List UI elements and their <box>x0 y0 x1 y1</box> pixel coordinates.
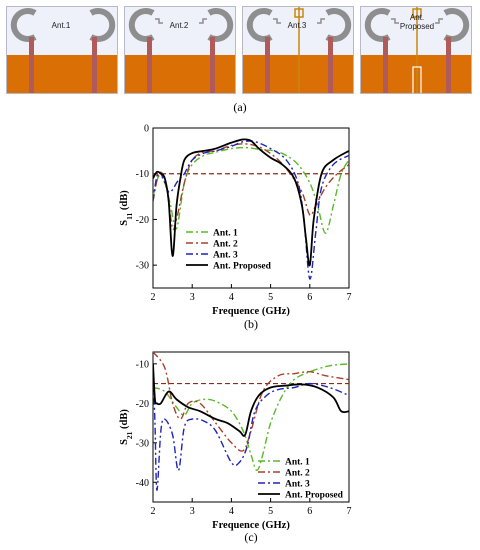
x-tick-label: 4 <box>229 292 234 303</box>
y-axis-title: S21 (dB) <box>119 409 134 445</box>
series-line <box>153 352 349 452</box>
legend-label: Ant. 3 <box>213 251 238 261</box>
antenna-label: Ant. Proposed <box>399 13 435 31</box>
x-tick-label: 2 <box>151 292 156 303</box>
ground-plane <box>7 55 117 93</box>
chart-caption: (c) <box>244 530 257 544</box>
x-tick-label: 7 <box>347 506 352 517</box>
decoupling-stub <box>412 7 422 93</box>
y-tick-label: -10 <box>136 359 149 370</box>
caption-a: (a) <box>233 100 247 114</box>
x-tick-label: 3 <box>190 506 195 517</box>
y-tick-label: -20 <box>136 399 149 410</box>
feed-line <box>92 37 97 93</box>
y-tick-label: -40 <box>136 478 149 489</box>
feed-line <box>265 37 270 93</box>
antenna-label: Ant.2 <box>169 21 189 30</box>
radiator <box>317 8 352 42</box>
radiator <box>10 8 37 42</box>
antenna-label: Ant.3 <box>287 21 307 30</box>
antenna-drawing <box>7 8 117 93</box>
x-tick-label: 2 <box>151 506 156 517</box>
feed-line <box>210 37 215 93</box>
radiator <box>128 8 163 42</box>
legend-label: Ant. 1 <box>285 458 310 468</box>
y-tick-label: 0 <box>144 124 149 135</box>
y-tick-label: -30 <box>136 438 149 449</box>
chart-caption: (b) <box>244 317 258 331</box>
ground-plane <box>243 55 353 93</box>
series-line <box>153 363 349 437</box>
plot-frame <box>152 351 350 503</box>
feed-line <box>29 37 34 93</box>
s11-chart: 2 3 4 5 6 7 0 -10 -20 -30 Frequence (GHz) S11 (dB) A… <box>119 124 352 332</box>
x-axis-title: Frequence (GHz) <box>212 306 290 317</box>
feed-line <box>446 37 451 93</box>
decoupling-stub <box>294 7 304 93</box>
series-line <box>153 138 349 267</box>
ground-plane <box>361 55 471 93</box>
x-tick-label: 4 <box>229 506 234 517</box>
legend-label: Ant. 2 <box>285 469 310 479</box>
x-tick-label: 3 <box>190 292 195 303</box>
x-axis-title: Frequence (GHz) <box>212 520 290 531</box>
antenna-drawing <box>361 7 471 93</box>
series-line <box>153 146 349 234</box>
x-tick-label: 6 <box>307 506 312 517</box>
radiator <box>364 8 399 42</box>
radiator <box>199 8 234 42</box>
radiator <box>246 8 281 42</box>
feed-line <box>383 37 388 93</box>
radiator <box>89 8 116 42</box>
y-tick-label: -10 <box>136 169 149 180</box>
x-tick-label: 5 <box>268 506 273 517</box>
ground-slot <box>412 66 422 93</box>
legend-label: Ant. 3 <box>285 480 310 490</box>
antenna-panel-2: Ant.2 <box>124 6 236 94</box>
antenna-drawing <box>243 7 353 93</box>
x-tick-label: 7 <box>347 292 352 303</box>
series-line <box>153 367 349 491</box>
feed-line <box>147 37 152 93</box>
y-tick-label: -30 <box>136 261 149 272</box>
x-tick-label: 6 <box>307 292 312 303</box>
y-tick-label: -20 <box>136 215 149 226</box>
x-tick-label: 5 <box>268 292 273 303</box>
legend-label: Ant. 2 <box>213 240 238 250</box>
ground-plane <box>125 55 235 93</box>
legend-label: Ant. Proposed <box>213 262 272 272</box>
legend-label: Ant. 1 <box>213 229 238 239</box>
antenna-panel-1: Ant.1 <box>6 6 118 94</box>
antenna-drawing <box>125 8 235 93</box>
radiator <box>435 8 470 42</box>
antenna-label: Ant.1 <box>51 21 71 30</box>
antenna-panel-3: Ant.3 <box>242 6 354 94</box>
antenna-panel-proposed: Ant. Proposed <box>360 6 472 94</box>
y-axis-title: S11 (dB) <box>119 190 134 226</box>
legend-label: Ant. Proposed <box>285 491 344 501</box>
feed-line <box>328 37 333 93</box>
plot-frame <box>152 127 350 289</box>
